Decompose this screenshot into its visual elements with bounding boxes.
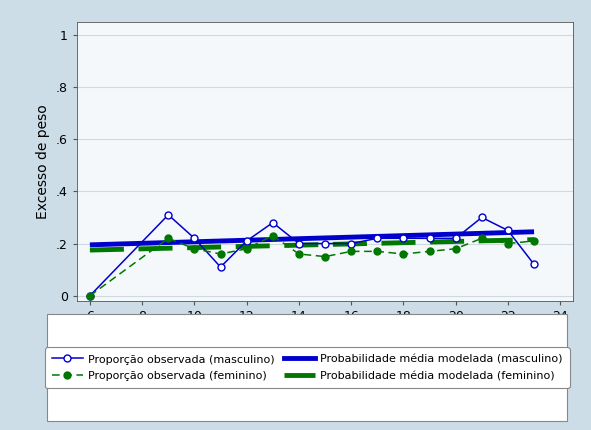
FancyBboxPatch shape: [47, 314, 567, 421]
X-axis label: Idade na pesagem: Idade na pesagem: [261, 327, 389, 341]
Y-axis label: Excesso de peso: Excesso de peso: [36, 104, 50, 218]
Legend: Proporção observada (masculino), Proporção observada (feminino), Probabilidade m: Proporção observada (masculino), Proporç…: [45, 347, 570, 388]
